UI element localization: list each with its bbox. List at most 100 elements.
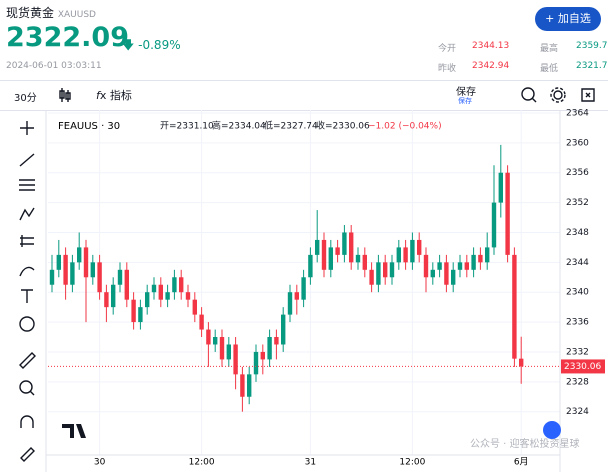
candle-body — [77, 247, 82, 263]
interval[interactable]: 30分 — [14, 93, 37, 104]
candle-body — [247, 374, 252, 397]
ticker: XAUUSD — [57, 10, 96, 20]
x-tick-label: 12:00 — [399, 458, 425, 468]
stat-value: 2359.73 — [576, 41, 608, 51]
toolbar: 30分 fx 指标 保存 保存 — [0, 80, 608, 111]
candle-body — [145, 292, 150, 308]
candle-body — [328, 247, 333, 270]
candle-body — [172, 277, 177, 293]
candle-body — [49, 269, 55, 285]
y-tick-label: 2324 — [566, 407, 589, 417]
candle-body — [430, 269, 435, 278]
candle-body — [253, 351, 259, 375]
candle-body — [287, 292, 293, 315]
candle-body — [342, 232, 347, 255]
change-pct: -0.89% — [138, 38, 181, 52]
candle-body — [104, 292, 109, 308]
candle-body — [308, 254, 313, 278]
y-tick-label: 2348 — [566, 228, 589, 238]
indicators[interactable]: fx 指标 — [96, 89, 132, 102]
save-sub: 保存 — [458, 97, 472, 105]
candle-body — [519, 358, 524, 367]
name: 现货黄金 — [6, 6, 55, 20]
candle-body — [219, 337, 225, 360]
candle-body — [131, 299, 136, 323]
price: 2322.09 — [6, 22, 129, 53]
legend-high: 高=2334.04 — [212, 120, 266, 132]
legend-low: 低=2327.74 — [264, 120, 318, 132]
candle-body — [124, 269, 129, 300]
badge — [543, 421, 561, 439]
candle-body — [389, 262, 395, 278]
candle-body — [335, 247, 340, 255]
candle-body — [498, 172, 503, 203]
y-tick-label: 2356 — [566, 168, 589, 178]
candle-body — [403, 247, 408, 263]
legend-change: −1.02 (−0.04%) — [368, 122, 442, 132]
y-tick-label: 2344 — [566, 258, 589, 268]
legend: FEAUUS · 30 开=2331.10高=2334.04低=2327.74收… — [58, 120, 442, 133]
candle-body — [383, 262, 388, 278]
y-tick-label: 2360 — [566, 138, 589, 148]
stat-label: 最低 — [540, 64, 559, 74]
change: 🡇 -0.89% — [122, 38, 181, 52]
y-tick-label: 2332 — [566, 347, 589, 357]
candle-body — [151, 284, 157, 293]
toolbar-icons — [521, 87, 595, 103]
candle-body — [471, 254, 476, 270]
candle-body — [512, 254, 517, 359]
candle-body — [491, 202, 497, 248]
x-tick-label: 30 — [94, 458, 106, 468]
candle-body — [376, 262, 381, 285]
candle-body — [63, 254, 68, 285]
candle-body — [396, 247, 401, 263]
candle-body — [362, 254, 367, 270]
drawing-tools — [19, 121, 36, 462]
stat-value: 2342.94 — [472, 61, 510, 71]
stat-label: 最高 — [540, 44, 559, 54]
candle-body — [213, 337, 218, 345]
candle-body — [138, 307, 143, 323]
candle-body — [206, 329, 211, 345]
candle-body — [485, 247, 490, 263]
candle-body — [437, 262, 442, 270]
x-tick-label: 12:00 — [189, 458, 215, 468]
legend-open: 开=2331.10 — [160, 121, 214, 132]
candle-body — [464, 262, 469, 270]
candle-body — [417, 239, 422, 255]
candle-body — [457, 262, 463, 270]
candle-body — [301, 277, 306, 300]
y-tick-label: 2352 — [566, 198, 589, 208]
stat-label: 今开 — [438, 44, 457, 54]
watermark: 公众号 · 迎客松投资星球 — [470, 437, 580, 450]
candle-body — [240, 374, 245, 397]
candle-body — [117, 269, 123, 285]
candle-body — [478, 254, 483, 263]
chart-type[interactable] — [58, 87, 72, 103]
candle-body — [260, 351, 265, 360]
candle-body — [179, 277, 184, 293]
y-tick-label: 2336 — [566, 318, 589, 328]
candle-body — [274, 337, 279, 345]
candle-body — [267, 337, 272, 360]
candle-body — [56, 254, 61, 270]
candle-body — [355, 254, 361, 263]
plot: 2324 2328 2332 2336 2340 2344 2348 2352 2356 2360… — [48, 108, 605, 468]
candle-body — [165, 292, 170, 300]
tv-logo — [62, 424, 86, 438]
add-watchlist[interactable]: + 加自选 — [535, 7, 601, 31]
candle-body — [70, 262, 75, 285]
candle-body — [111, 284, 116, 308]
symbol-name: 现货黄金 XAUUSD — [6, 4, 96, 21]
candle-body — [505, 172, 510, 255]
y-tick-label: 2340 — [566, 288, 589, 298]
candle-body — [423, 254, 429, 278]
stat-value: 2344.13 — [472, 41, 510, 51]
candle-body — [294, 292, 299, 300]
save[interactable]: 保存 — [456, 87, 476, 98]
candle-body — [444, 262, 449, 285]
candle-body — [83, 247, 89, 278]
stat-label: 昨收 — [438, 64, 457, 74]
